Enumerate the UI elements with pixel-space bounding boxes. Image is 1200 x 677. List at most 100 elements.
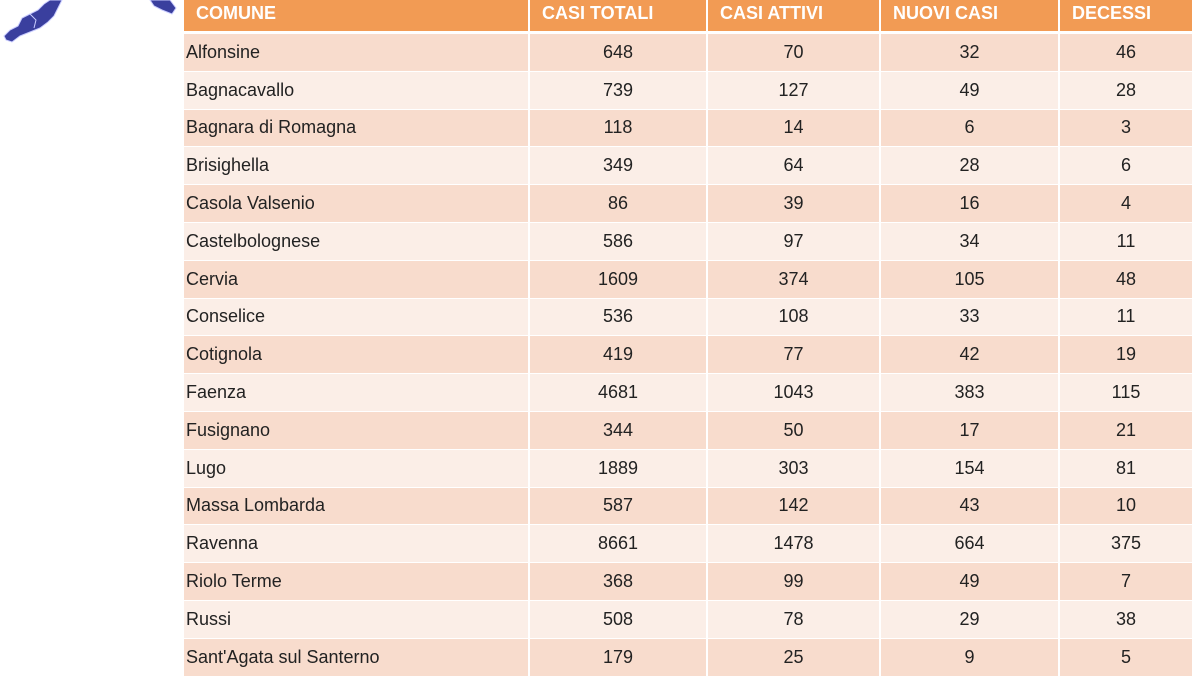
cell-decessi: 7	[1060, 563, 1192, 601]
cell-nuovi-casi: 42	[881, 336, 1060, 375]
cell-comune: Conselice	[184, 298, 530, 337]
cell-casi-totali: 118	[530, 109, 708, 148]
table-row: Massa Lombarda 587 142 43 10	[184, 487, 1192, 526]
header-casi-totali: CASI TOTALI	[530, 0, 708, 34]
cell-nuovi-casi: 49	[881, 563, 1060, 601]
cell-comune: Cotignola	[184, 336, 530, 375]
cell-comune: Bagnacavallo	[184, 71, 530, 110]
cell-decessi: 28	[1060, 71, 1192, 110]
cell-decessi: 21	[1060, 411, 1192, 450]
cell-comune: Fusignano	[184, 411, 530, 450]
cell-nuovi-casi: 17	[881, 411, 1060, 450]
cell-comune: Sant'Agata sul Santerno	[184, 638, 530, 677]
cell-casi-attivi: 78	[708, 600, 881, 639]
cell-nuovi-casi: 154	[881, 449, 1060, 488]
cell-casi-totali: 344	[530, 411, 708, 450]
header-casi-attivi: CASI ATTIVI	[708, 0, 881, 34]
cell-decessi: 10	[1060, 487, 1192, 526]
cell-decessi: 5	[1060, 638, 1192, 677]
table-row: Castelbolognese 586 97 34 11	[184, 222, 1192, 261]
cell-nuovi-casi: 664	[881, 525, 1060, 564]
cell-comune: Russi	[184, 600, 530, 639]
cell-decessi: 115	[1060, 374, 1192, 412]
cell-casi-attivi: 14	[708, 109, 881, 148]
cell-casi-totali: 508	[530, 600, 708, 639]
cell-casi-attivi: 374	[708, 260, 881, 299]
cell-casi-totali: 8661	[530, 525, 708, 564]
cell-casi-attivi: 70	[708, 34, 881, 72]
cell-decessi: 48	[1060, 260, 1192, 299]
cell-casi-totali: 368	[530, 563, 708, 601]
cell-casi-totali: 648	[530, 34, 708, 72]
table-row: Russi 508 78 29 38	[184, 600, 1192, 639]
cell-nuovi-casi: 34	[881, 222, 1060, 261]
table-row: Lugo 1889 303 154 81	[184, 449, 1192, 488]
table-row: Faenza 4681 1043 383 115	[184, 374, 1192, 412]
table-row: Bagnara di Romagna 118 14 6 3	[184, 109, 1192, 148]
cell-nuovi-casi: 6	[881, 109, 1060, 148]
cell-casi-attivi: 142	[708, 487, 881, 526]
cell-casi-attivi: 39	[708, 185, 881, 223]
cell-casi-totali: 1609	[530, 260, 708, 299]
table-body: Alfonsine 648 70 32 46 Bagnacavallo 739 127 49 28…	[184, 34, 1192, 677]
cell-casi-attivi: 64	[708, 147, 881, 186]
cell-comune: Bagnara di Romagna	[184, 109, 530, 148]
table-row: Fusignano 344 50 17 21	[184, 411, 1192, 450]
cell-comune: Castelbolognese	[184, 222, 530, 261]
cell-casi-attivi: 108	[708, 298, 881, 337]
header-nuovi-casi: NUOVI CASI	[881, 0, 1060, 34]
cell-comune: Alfonsine	[184, 34, 530, 72]
table-header-row: COMUNE CASI TOTALI CASI ATTIVI NUOVI CAS…	[184, 0, 1192, 34]
cell-nuovi-casi: 33	[881, 298, 1060, 337]
table-row: Riolo Terme 368 99 49 7	[184, 563, 1192, 601]
cell-nuovi-casi: 32	[881, 34, 1060, 72]
cell-casi-totali: 419	[530, 336, 708, 375]
cell-decessi: 81	[1060, 449, 1192, 488]
table-row: Cotignola 419 77 42 19	[184, 336, 1192, 375]
cell-comune: Faenza	[184, 374, 530, 412]
table-row: Cervia 1609 374 105 48	[184, 260, 1192, 299]
cell-casi-attivi: 1043	[708, 374, 881, 412]
cell-comune: Casola Valsenio	[184, 185, 530, 223]
covid-cases-table: COMUNE CASI TOTALI CASI ATTIVI NUOVI CAS…	[184, 0, 1192, 677]
cell-casi-totali: 349	[530, 147, 708, 186]
cell-casi-attivi: 97	[708, 222, 881, 261]
cell-casi-totali: 179	[530, 638, 708, 677]
cell-casi-attivi: 1478	[708, 525, 881, 564]
cell-comune: Lugo	[184, 449, 530, 488]
cell-decessi: 3	[1060, 109, 1192, 148]
cell-comune: Brisighella	[184, 147, 530, 186]
cell-decessi: 38	[1060, 600, 1192, 639]
cell-comune: Cervia	[184, 260, 530, 299]
cell-decessi: 19	[1060, 336, 1192, 375]
cell-casi-attivi: 77	[708, 336, 881, 375]
header-decessi: DECESSI	[1060, 0, 1192, 34]
cell-casi-totali: 4681	[530, 374, 708, 412]
cell-casi-attivi: 127	[708, 71, 881, 110]
cell-casi-totali: 587	[530, 487, 708, 526]
cell-nuovi-casi: 49	[881, 71, 1060, 110]
table-row: Brisighella 349 64 28 6	[184, 147, 1192, 186]
cell-casi-totali: 86	[530, 185, 708, 223]
cell-casi-totali: 536	[530, 298, 708, 337]
cell-casi-totali: 739	[530, 71, 708, 110]
cell-nuovi-casi: 29	[881, 600, 1060, 639]
cell-decessi: 6	[1060, 147, 1192, 186]
cell-nuovi-casi: 105	[881, 260, 1060, 299]
cell-nuovi-casi: 16	[881, 185, 1060, 223]
cell-casi-totali: 1889	[530, 449, 708, 488]
table-row: Bagnacavallo 739 127 49 28	[184, 71, 1192, 110]
header-comune: COMUNE	[184, 0, 530, 34]
table-row: Sant'Agata sul Santerno 179 25 9 5	[184, 638, 1192, 677]
cell-casi-attivi: 50	[708, 411, 881, 450]
cell-decessi: 375	[1060, 525, 1192, 564]
cell-comune: Ravenna	[184, 525, 530, 564]
cell-decessi: 11	[1060, 222, 1192, 261]
cell-nuovi-casi: 43	[881, 487, 1060, 526]
table-row: Conselice 536 108 33 11	[184, 298, 1192, 337]
province-map-fragment	[3, 0, 177, 43]
cell-nuovi-casi: 383	[881, 374, 1060, 412]
table-row: Casola Valsenio 86 39 16 4	[184, 185, 1192, 223]
map-region-shape	[3, 0, 177, 43]
cell-casi-totali: 586	[530, 222, 708, 261]
